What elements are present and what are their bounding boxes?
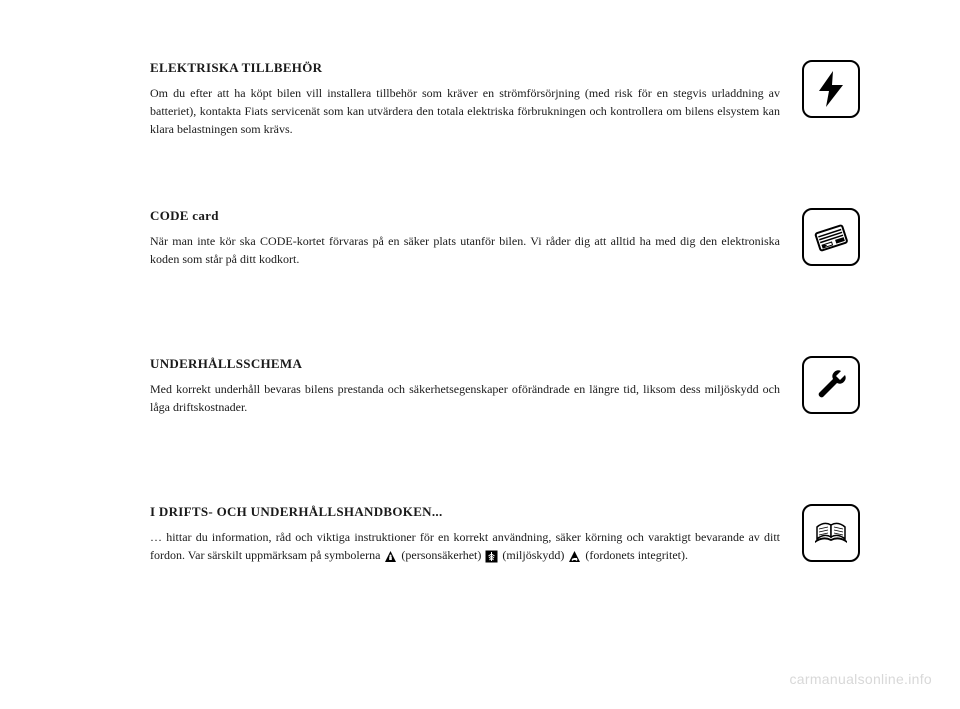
- section-code-card: CODE card När man inte kör ska CODE-kort…: [150, 208, 860, 298]
- section-title: ELEKTRISKA TILLBEHÖR: [150, 60, 860, 76]
- section-handbook: I DRIFTS- OCH UNDERHÅLLSHANDBOKEN... … h…: [150, 504, 860, 594]
- section-body: Med korrekt underhåll bevaras bilens pre…: [150, 380, 860, 416]
- body-text-part: (personsäkerhet): [398, 548, 484, 562]
- section-body: Om du efter att ha köpt bilen vill insta…: [150, 84, 860, 138]
- section-title: UNDERHÅLLSSCHEMA: [150, 356, 860, 372]
- book-icon: [802, 504, 860, 562]
- environment-icon: [485, 550, 498, 563]
- section-title: CODE card: [150, 208, 860, 224]
- section-electrical-accessories: ELEKTRISKA TILLBEHÖR Om du efter att ha …: [150, 60, 860, 150]
- codecard-icon: [802, 208, 860, 266]
- section-body: … hittar du information, råd och viktiga…: [150, 528, 860, 564]
- section-maintenance-schedule: UNDERHÅLLSSCHEMA Med korrekt underhåll b…: [150, 356, 860, 446]
- wrench-icon: [802, 356, 860, 414]
- watermark-text: carmanualsonline.info: [790, 671, 933, 687]
- section-title: I DRIFTS- OCH UNDERHÅLLSHANDBOKEN...: [150, 504, 860, 520]
- vehicle-integrity-icon: [568, 550, 581, 563]
- manual-page: ELEKTRISKA TILLBEHÖR Om du efter att ha …: [0, 0, 960, 634]
- lightning-icon: [802, 60, 860, 118]
- section-body: När man inte kör ska CODE-kortet förvara…: [150, 232, 860, 268]
- body-text-part: (fordonets integritet).: [582, 548, 688, 562]
- person-safety-icon: [384, 550, 397, 563]
- body-text-part: (miljöskydd): [499, 548, 567, 562]
